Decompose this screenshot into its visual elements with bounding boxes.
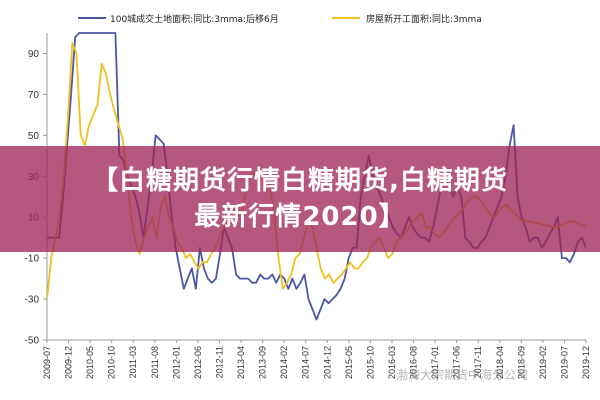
x-tick-label: 2016-08 [409,346,419,379]
banner-title-line-2: 最新行情2020】 [194,202,406,232]
legend-label-series-2: 房屋新开工面积:同比:3mma [366,13,482,25]
x-tick-label: 2013-09 [258,346,268,379]
y-tick-label: -10 [25,254,40,265]
x-tick-label: 2010-05 [85,346,95,379]
x-tick-label: 2009-12 [64,346,74,379]
x-tick-label: 2009-07 [42,346,52,379]
x-tick-label: 2012-06 [193,346,203,379]
y-tick-label: -50 [25,336,40,347]
x-tick-label: 2014-07 [301,346,311,379]
x-tick-label: 2015-05 [344,346,354,379]
x-tick-label: 2012-01 [171,346,181,379]
x-tick-label: 2014-02 [279,346,289,379]
x-tick-label: 2019-07 [559,346,569,379]
x-tick-label: 2019-12 [581,346,591,379]
watermark-text: 渤海大宗期货中海分公司 [396,368,529,382]
banner-title-line-1: 【白糖期货行情白糖期货,白糖期货 [92,166,508,196]
y-tick-label: 70 [28,90,40,101]
x-tick-label: 2017-06 [452,346,462,379]
x-tick-label: 2011-08 [150,346,160,378]
x-tick-label: 2011-03 [128,346,138,378]
legend-label-series-1: 100城成交土地面积:同比:3mma:后移6月 [110,13,279,25]
x-tick-label: 2018-04 [495,346,505,379]
chart-legend: 100城成交土地面积:同比:3mma:后移6月 房屋新开工面积:同比:3mma [78,13,482,25]
x-tick-label: 2015-10 [365,346,375,379]
x-tick-label: 2014-12 [322,346,332,379]
x-tick-label: 2016-03 [387,346,397,379]
x-tick-label: 2013-04 [236,346,246,379]
x-tick-label: 2012-11 [214,346,224,378]
x-tick-label: 2017-01 [430,346,440,379]
y-tick-label: 50 [28,131,40,142]
y-tick-label: -30 [25,295,40,306]
x-tick-label: 2017-11 [473,346,483,378]
x-tick-label: 2010-10 [107,346,117,379]
y-tick-label: 90 [28,49,40,60]
x-tick-label: 2019-02 [538,346,548,379]
title-banner: 【白糖期货行情白糖期货,白糖期货 最新行情2020】 [0,146,600,252]
x-tick-label: 2018-09 [516,346,526,379]
